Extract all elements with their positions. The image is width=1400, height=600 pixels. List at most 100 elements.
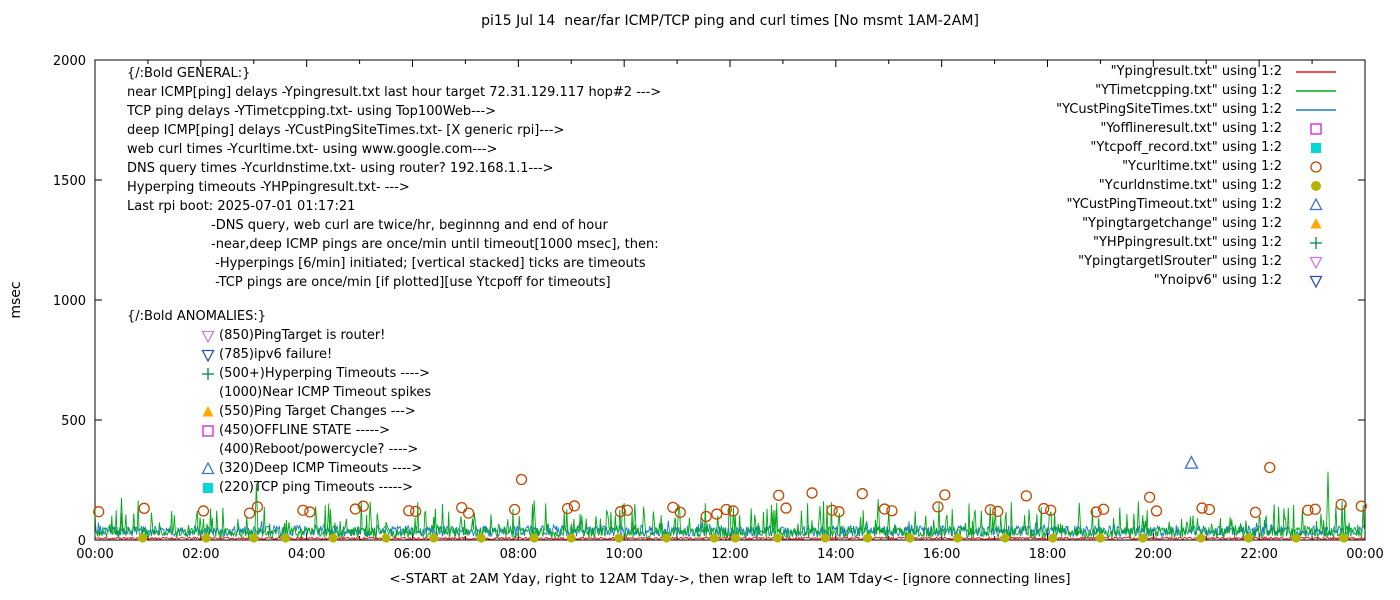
x-tick-label: 00:00 [1346, 547, 1383, 562]
anomaly-item: (450)OFFLINE STATE -----> [199, 421, 431, 440]
legend-item: "YCustPingSiteTimes.txt" using 1:2 [1056, 100, 1342, 119]
anomaly-text: (785)ipv6 failure! [219, 347, 333, 362]
legend-item-label: "Ycurltime.txt" using 1:2 [1122, 159, 1282, 174]
x-axis-caption: <-START at 2AM Yday, right to 12AM Tday-… [389, 571, 1071, 587]
general-line: TCP ping delays -YTimetcpping.txt- using… [127, 104, 497, 119]
scatter-YCustPingTimeout.txt [1184, 455, 1199, 469]
legend-item: "Ycurltime.txt" using 1:2 [1056, 157, 1342, 176]
general-line: Last rpi boot: 2025-07-01 01:17:21 [127, 199, 356, 214]
x-tick-label: 10:00 [605, 547, 642, 562]
legend-item: "Ypingresult.txt" using 1:2 [1056, 62, 1342, 81]
series-spike-YTimetcpping.txt [532, 500, 537, 535]
x-tick-label: 06:00 [394, 547, 431, 562]
notes-block: -DNS query, web curl are twice/hr, begin… [211, 216, 661, 292]
anomaly-item: (400)Reboot/powercycle? ----> [199, 440, 431, 459]
anomaly-text: (220)TCP ping Timeouts -----> [219, 480, 414, 495]
legend-marker-line-icon [1296, 89, 1336, 92]
note-line: -near,deep ICMP pings are once/min until… [211, 237, 659, 252]
legend-item: "Ypingtargetchange" using 1:2 [1056, 214, 1342, 233]
anomaly-marker-square-filled-icon [203, 483, 213, 493]
y-tick-label: 0 [78, 534, 86, 549]
x-tick-label: 08:00 [500, 547, 537, 562]
legend-marker-triangle-up-open-icon [1309, 197, 1323, 210]
y-tick-label: 500 [61, 414, 86, 429]
general-line: deep ICMP[ping] delays -YCustPingSiteTim… [127, 123, 565, 138]
legend-marker-square-open-icon [1310, 122, 1322, 135]
series-spike-YTimetcpping.txt [254, 483, 259, 535]
anomaly-marker-triangle-down-open-icon [201, 349, 215, 362]
series-spike-YTimetcpping.txt [1325, 471, 1330, 535]
y-tick-label: 1500 [53, 174, 86, 189]
y-tick-label: 1000 [53, 294, 86, 309]
legend-marker-plus-icon [1310, 236, 1322, 249]
legend-item: "YCustPingTimeout.txt" using 1:2 [1056, 195, 1342, 214]
legend-marker-circle-open-icon [1310, 160, 1322, 173]
legend-item-label: "Ypingtargetchange" using 1:2 [1082, 216, 1282, 231]
series-line-Ypingresult.txt [94, 535, 1366, 541]
anomaly-text: (1000)Near ICMP Timeout spikes [219, 385, 432, 400]
general-annotations: {/:Bold GENERAL:} near ICMP[ping] delays … [127, 64, 661, 292]
general-header: {/:Bold GENERAL:} [127, 66, 251, 81]
anomaly-marker-triangle-up-open-icon [201, 461, 215, 475]
legend-item: "YTimetcpping.txt" using 1:2 [1056, 81, 1342, 100]
legend-item-label: "YpingtargetISrouter" using 1:2 [1078, 254, 1282, 269]
legend-item: "Ytcpoff_record.txt" using 1:2 [1056, 138, 1342, 157]
anomaly-text: (400)Reboot/powercycle? ----> [219, 442, 419, 457]
anomaly-item: (500+)Hyperping Timeouts ----> [199, 364, 431, 383]
anomaly-item: (785)ipv6 failure! [199, 345, 431, 364]
scatter-Ycurldnstime.txt [138, 533, 1349, 543]
anomaly-marker-plus-icon [202, 368, 214, 380]
x-tick-label: 18:00 [1029, 547, 1066, 562]
x-tick-label: 02:00 [182, 547, 219, 562]
legend-item-label: "YHPpingresult.txt" using 1:2 [1093, 235, 1282, 250]
anomaly-marker-triangle-down-open-icon [201, 330, 215, 343]
legend-item: "Ynoipv6" using 1:2 [1056, 271, 1342, 290]
legend-item-label: "Ypingresult.txt" using 1:2 [1110, 64, 1282, 79]
anomaly-text: (850)PingTarget is router! [219, 328, 386, 343]
x-tick-label: 16:00 [923, 547, 960, 562]
anomaly-marker-spacer [199, 385, 217, 400]
legend-item-label: "Ynoipv6" using 1:2 [1153, 273, 1282, 288]
anomaly-item: (220)TCP ping Timeouts -----> [199, 478, 431, 497]
x-tick-label: 22:00 [1240, 547, 1277, 562]
anomaly-marker-spacer [199, 442, 217, 457]
anomalies-annotations: {/:Bold ANOMALIES:} (850)PingTarget is ro… [127, 307, 431, 497]
x-tick-label: 04:00 [288, 547, 325, 562]
anomaly-text: (500+)Hyperping Timeouts ----> [219, 366, 431, 381]
x-tick-label: 12:00 [711, 547, 748, 562]
series-spike-YTimetcpping.txt [368, 501, 373, 535]
general-line: web curl times -Ycurltime.txt- using www… [127, 142, 498, 157]
series-spike-YTimetcpping.txt [632, 503, 637, 535]
chart-title: pi15 Jul 14 near/far ICMP/TCP ping and c… [481, 13, 979, 29]
legend-item: "YHPpingresult.txt" using 1:2 [1056, 233, 1342, 252]
note-line: -Hyperpings [6/min] initiated; [vertical… [211, 256, 646, 271]
note-line: -TCP pings are once/min [if plotted][use… [211, 275, 611, 290]
legend-marker-line-icon [1296, 70, 1336, 73]
legend-marker-triangle-up-filled-icon [1310, 217, 1322, 228]
legend-item: "YpingtargetISrouter" using 1:2 [1056, 252, 1342, 271]
legend-item-label: "Yofflineresult.txt" using 1:2 [1100, 121, 1282, 136]
y-axis-ticks: 0 500 1000 1500 2000 [53, 54, 1365, 549]
legend-item-label: "YTimetcpping.txt" using 1:2 [1095, 83, 1282, 98]
anomaly-text: (450)OFFLINE STATE -----> [219, 423, 390, 438]
legend-item-label: "YCustPingTimeout.txt" using 1:2 [1066, 197, 1282, 212]
legend-item: "Yofflineresult.txt" using 1:2 [1056, 119, 1342, 138]
anomaly-item: (320)Deep ICMP Timeouts ----> [199, 459, 431, 478]
anomaly-marker-square-open-icon [202, 425, 214, 437]
legend-item-label: "Ytcpoff_record.txt" using 1:2 [1090, 140, 1282, 155]
general-line: DNS query times -Ycurldnstime.txt- using… [127, 161, 554, 176]
legend-item: "Ycurldnstime.txt" using 1:2 [1056, 176, 1342, 195]
legend-item-label: "YCustPingSiteTimes.txt" using 1:2 [1056, 102, 1282, 117]
anomaly-text: (320)Deep ICMP Timeouts ----> [219, 461, 423, 476]
legend-marker-circle-filled-icon [1311, 180, 1321, 191]
anomaly-item: (850)PingTarget is router! [199, 326, 431, 345]
series-spike-YTimetcpping.txt [1077, 502, 1082, 535]
anomaly-marker-triangle-up-filled-icon [202, 406, 214, 417]
series-spike-YTimetcpping.txt [119, 497, 124, 535]
series-spike-YTimetcpping.txt [876, 499, 881, 535]
anomaly-item: (1000)Near ICMP Timeout spikes [199, 383, 431, 402]
x-tick-label: 20:00 [1135, 547, 1172, 562]
legend-marker-triangle-down-open-icon [1309, 275, 1323, 288]
anomaly-text: (550)Ping Target Changes ---> [219, 404, 416, 419]
